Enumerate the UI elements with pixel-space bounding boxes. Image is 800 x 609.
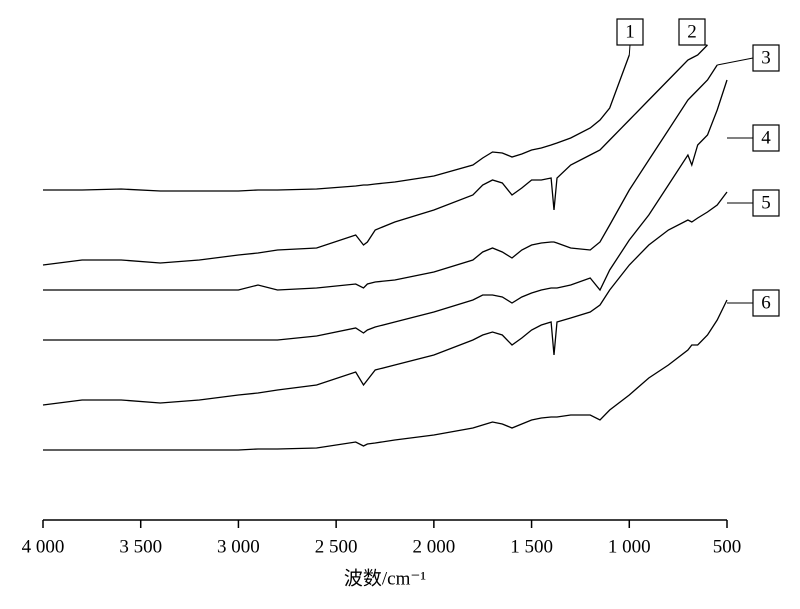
x-tick-label: 4 000: [22, 536, 65, 557]
x-tick-label: 3 000: [217, 536, 260, 557]
series-label: 6: [761, 292, 771, 313]
spectrum-line: [43, 79, 728, 341]
spectrum-line: [42, 191, 728, 406]
series-label: 3: [761, 47, 771, 68]
x-tick-label: 2 500: [315, 536, 358, 557]
x-tick-label: 500: [713, 536, 742, 557]
spectrum-line: [43, 54, 630, 192]
spectrum-line: [43, 64, 718, 291]
label-box: [616, 18, 644, 46]
label-box: [752, 189, 780, 217]
label-leader: [717, 57, 754, 66]
x-axis-label: 波数/cm⁻¹: [344, 567, 427, 589]
series-label: 5: [761, 192, 771, 213]
series-label: 2: [687, 21, 697, 42]
spectrum-line: [43, 299, 728, 451]
label-box: [752, 289, 780, 317]
label-box: [752, 124, 780, 152]
spectrum-line: [42, 44, 708, 266]
series-label: 4: [761, 127, 771, 148]
x-tick-label: 1 500: [510, 536, 553, 557]
x-tick-label: 3 500: [119, 536, 162, 557]
label-leader: [628, 44, 631, 56]
series-label: 1: [625, 21, 635, 42]
label-box: [752, 44, 780, 72]
x-tick-label: 2 000: [412, 536, 455, 557]
label-box: [678, 18, 706, 46]
x-tick-label: 1 000: [608, 536, 651, 557]
